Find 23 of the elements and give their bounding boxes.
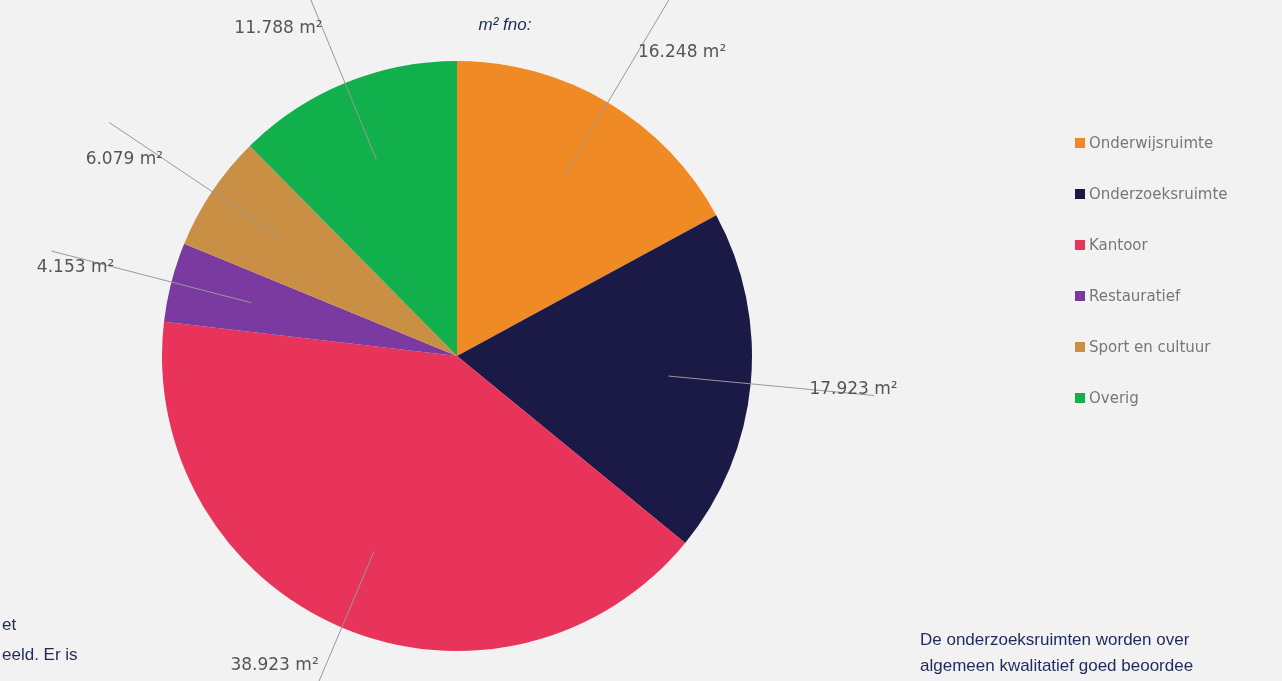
pie-slice — [162, 321, 686, 651]
pie-slice — [249, 61, 457, 356]
text: et — [2, 615, 17, 634]
text: eeld. Er is — [2, 645, 78, 664]
text: algemeen kwalitatief goed beoordee — [920, 656, 1194, 675]
pie-slice — [163, 243, 457, 356]
text: m² fno: — [478, 15, 532, 34]
pie-slice — [457, 61, 717, 356]
legend-label: Sport en cultuur — [1089, 337, 1212, 356]
data-label: 11.788 m² — [234, 17, 323, 38]
text: De onderzoeksruimten worden over — [920, 630, 1190, 649]
legend-label: Restauratief — [1089, 286, 1182, 305]
data-label: 17.923 m² — [809, 378, 898, 399]
legend-label: Onderwijsruimte — [1089, 133, 1214, 152]
pie-slice — [184, 146, 457, 356]
data-label: 38.923 m² — [230, 654, 319, 674]
data-label: 6.079 m² — [85, 147, 164, 168]
data-label: 16.248 m² — [637, 40, 727, 61]
legend-label: Overig — [1089, 388, 1139, 407]
legend-label: Onderzoeksruimte — [1089, 184, 1228, 203]
pie-slice — [457, 215, 752, 543]
legend-label: Kantoor — [1089, 235, 1149, 254]
data-label: 4.153 m² — [36, 256, 115, 277]
